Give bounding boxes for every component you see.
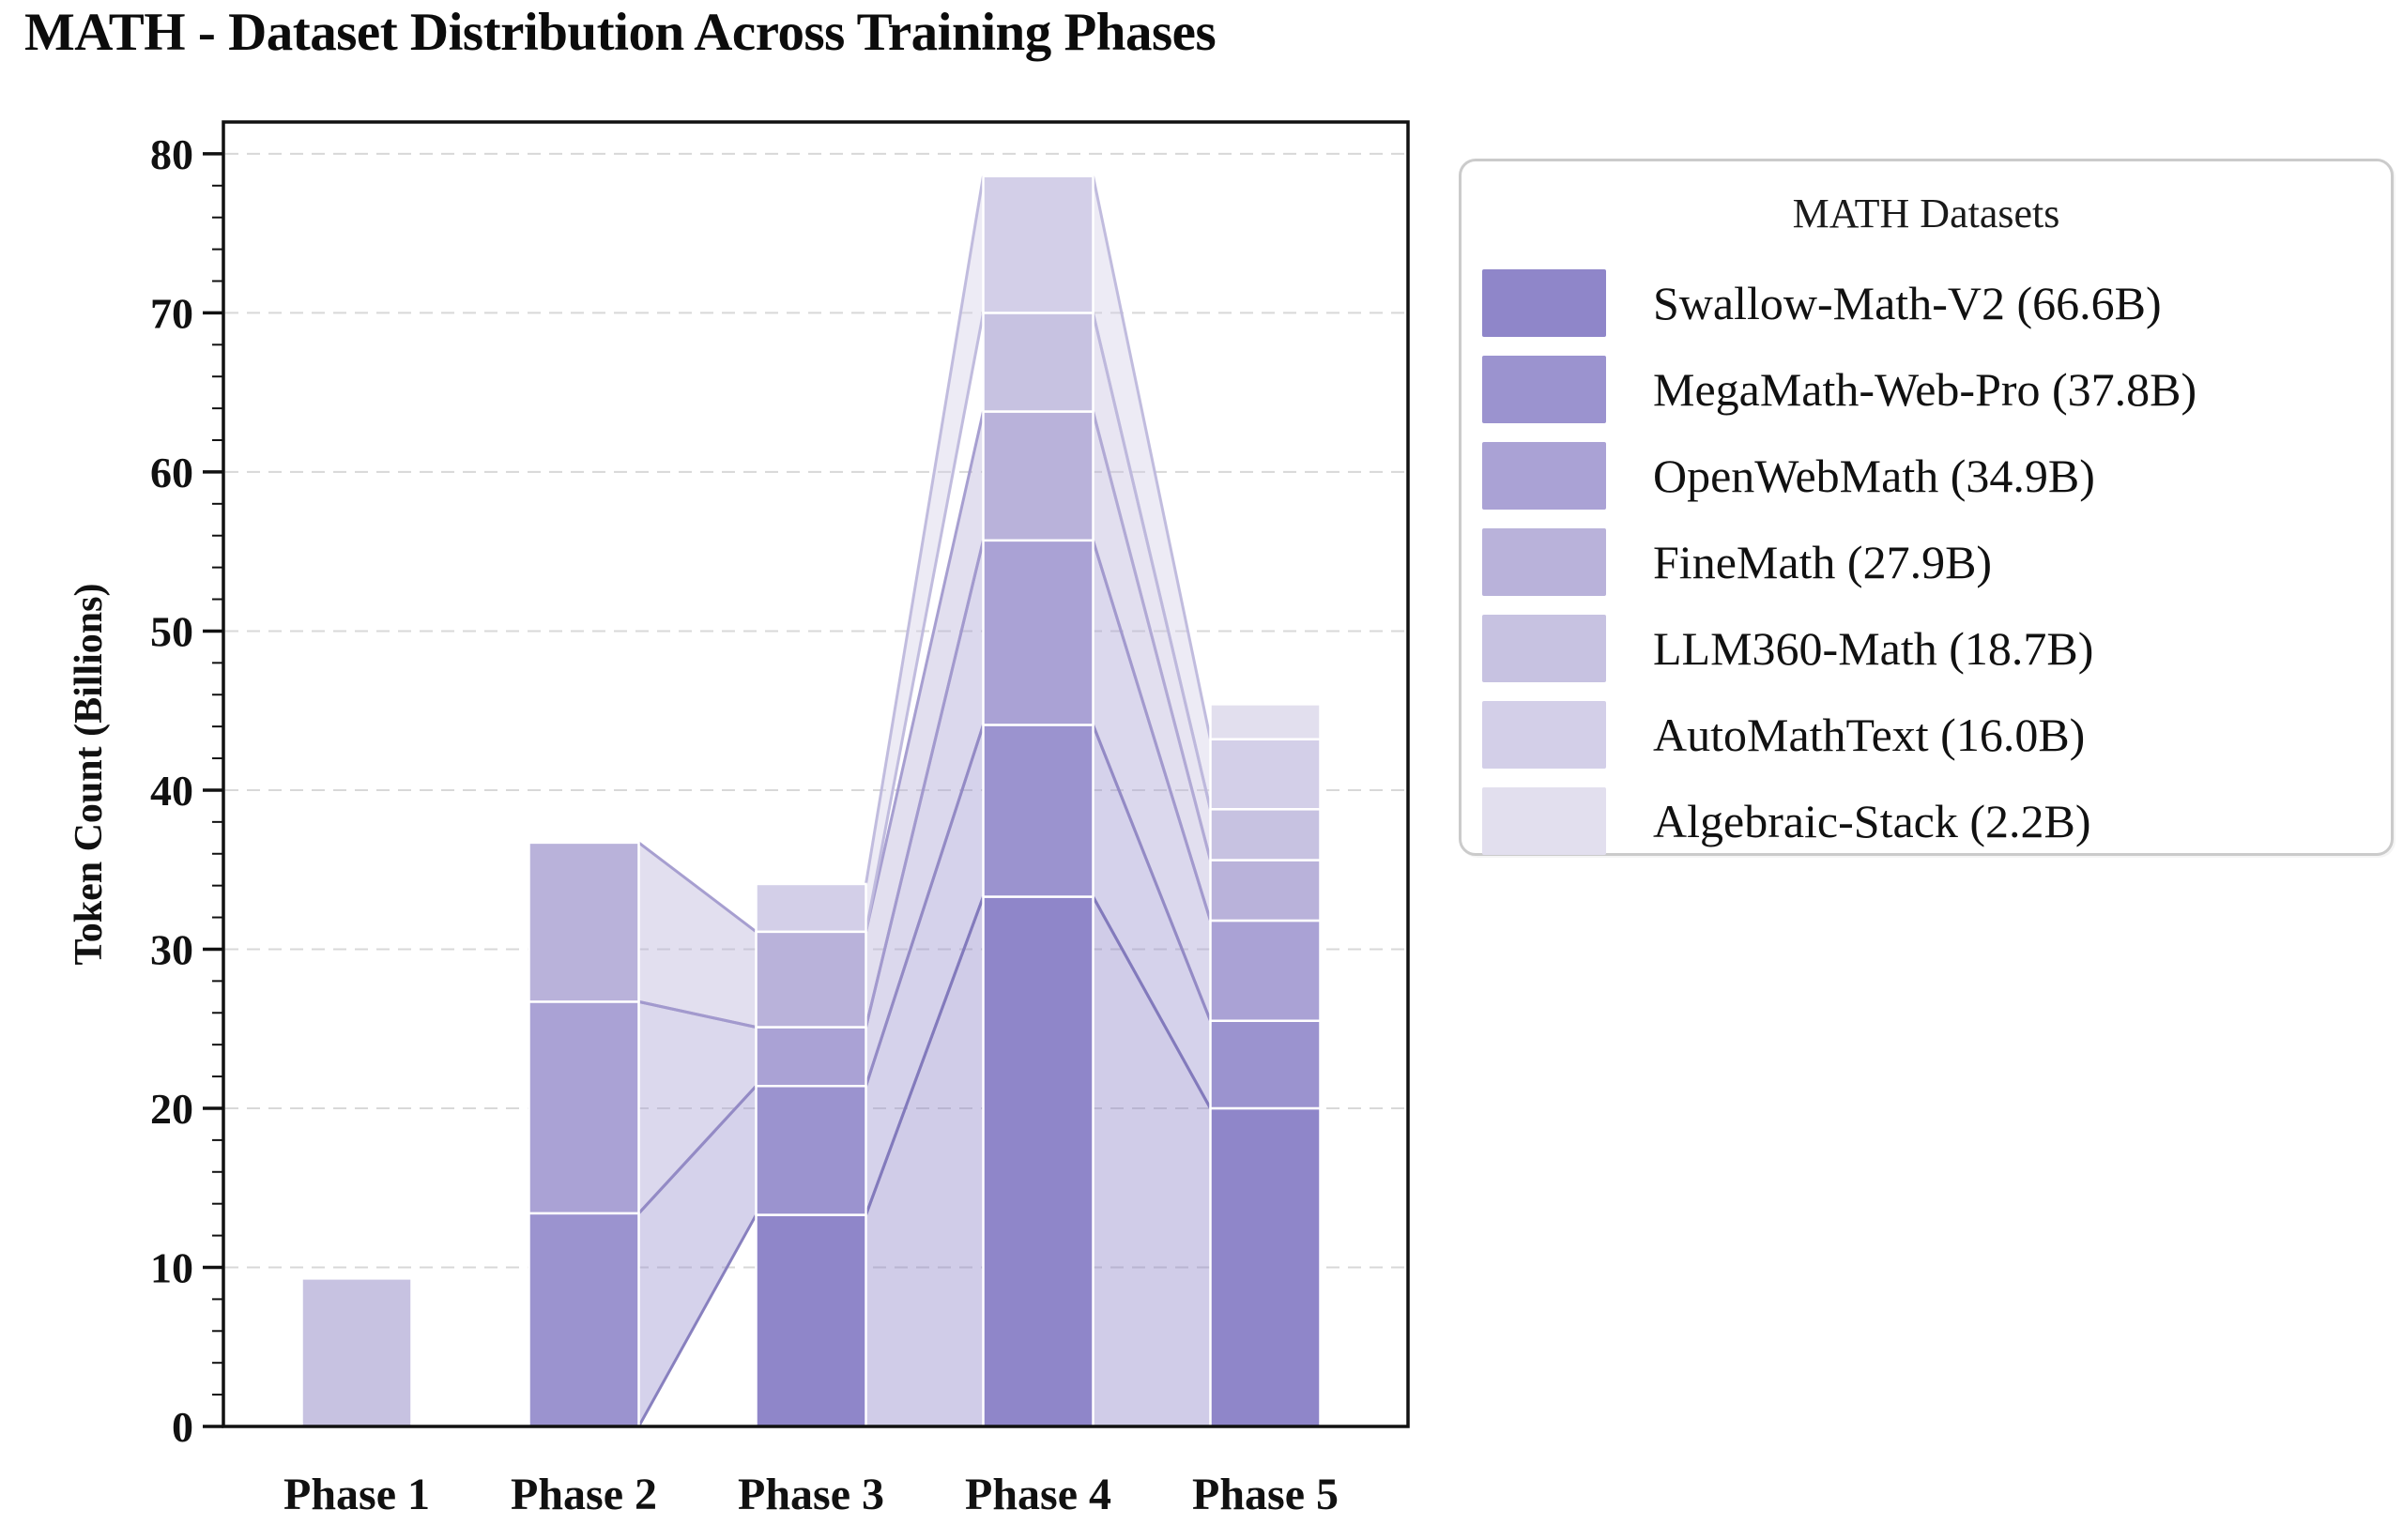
y-tick-label: 60 — [150, 449, 193, 496]
flow-ribbon-bottom-edge — [865, 724, 985, 1087]
flow-ribbon-top-edge — [637, 841, 758, 934]
flow-ribbon — [1093, 313, 1211, 861]
legend-row: Algebraic-Stack (2.2B) — [1462, 778, 2391, 864]
flow-ribbon — [1093, 175, 1211, 810]
legend-swatch-icon — [1482, 356, 1606, 423]
flow-ribbon-bottom-edge — [638, 999, 757, 1029]
bar-segment — [1209, 1106, 1322, 1428]
bar-segment — [755, 930, 867, 1029]
flow-ribbon-top-edge — [865, 411, 985, 933]
legend-row: FineMath (27.9B) — [1462, 519, 2391, 605]
legend-label: LLM360-Math (18.7B) — [1653, 622, 2094, 675]
bar-segment — [1209, 1019, 1322, 1110]
legend-label: Swallow-Math-V2 (66.6B) — [1653, 277, 2162, 329]
legend-label: OpenWebMath (34.9B) — [1653, 450, 2095, 502]
legend-row: Swallow-Math-V2 (66.6B) — [1462, 260, 2391, 346]
bar-segment — [1209, 808, 1322, 861]
bar-segment — [982, 724, 1094, 898]
x-tick-label: Phase 1 — [283, 1470, 430, 1519]
x-tick-label: Phase 5 — [1192, 1470, 1339, 1519]
flow-ribbon — [1093, 724, 1211, 1108]
flow-ribbon — [1093, 411, 1211, 921]
y-tick-label: 50 — [150, 607, 193, 655]
flow-ribbon — [865, 411, 984, 1028]
x-tick-label: Phase 3 — [738, 1470, 884, 1519]
y-tick-label: 30 — [150, 925, 193, 973]
bar-segment — [982, 312, 1094, 413]
y-axis-label: Token Count (Billions) — [68, 584, 111, 966]
bar-segment — [755, 1213, 867, 1428]
legend-swatch-icon — [1482, 269, 1606, 337]
legend-swatch-icon — [1482, 528, 1606, 596]
flow-ribbon-bottom-edge — [637, 1085, 758, 1214]
flow-ribbon-bottom-edge — [865, 313, 985, 933]
flow-ribbon-bottom-edge — [1092, 724, 1212, 1022]
legend-swatch-icon — [1482, 701, 1606, 769]
legend-swatch-icon — [1482, 787, 1606, 855]
legend-label: Algebraic-Stack (2.2B) — [1653, 795, 2091, 847]
legend-title: MATH Datasets — [1792, 191, 2060, 236]
legend-row: OpenWebMath (34.9B) — [1462, 433, 2391, 519]
y-tick-label: 20 — [150, 1085, 193, 1133]
flow-ribbon-bottom-edge — [1092, 411, 1212, 861]
flow-ribbon — [638, 1001, 757, 1213]
legend-row: MegaMath-Web-Pro (37.8B) — [1462, 346, 2391, 433]
bar-segment — [982, 539, 1094, 726]
bar-segment — [528, 1212, 640, 1428]
bar-segment — [1209, 919, 1322, 1022]
bar-segment — [755, 1084, 867, 1216]
y-tick-label: 70 — [150, 289, 193, 337]
bar-segment — [1209, 859, 1322, 922]
flow-ribbon-bottom-edge — [865, 540, 985, 1028]
bar-segment — [1209, 738, 1322, 811]
flow-ribbon — [865, 896, 984, 1426]
legend-swatch-icon — [1482, 615, 1606, 682]
bar-segment — [755, 1026, 867, 1088]
bar-segment — [300, 1277, 413, 1428]
legend-label: AutoMathText (16.0B) — [1653, 709, 2086, 761]
bar-segment — [528, 841, 640, 1003]
flow-ribbon-top-edge — [1092, 175, 1212, 740]
page-title: MATH - Dataset Distribution Across Train… — [24, 3, 1217, 62]
flow-ribbon-bottom-edge — [1092, 540, 1212, 922]
legend-label: MegaMath-Web-Pro (37.8B) — [1653, 363, 2197, 416]
flow-ribbon-bottom-edge — [1092, 895, 1212, 1109]
flow-ribbon-top-edge — [865, 175, 985, 885]
y-tick-label: 40 — [150, 767, 193, 815]
legend-rows: Swallow-Math-V2 (66.6B) MegaMath-Web-Pro … — [1462, 260, 2391, 864]
flow-ribbon — [865, 540, 984, 1087]
axis-frame — [222, 120, 1410, 1428]
legend-row: LLM360-Math (18.7B) — [1462, 605, 2391, 692]
bar-segment — [982, 410, 1094, 542]
bar-segment — [1209, 703, 1322, 740]
legend-box: MATH Datasets Swallow-Math-V2 (66.6B) Meg… — [1459, 159, 2394, 856]
flow-ribbon — [638, 1086, 757, 1426]
flow-ribbon — [865, 724, 984, 1215]
flow-ribbon — [1093, 896, 1211, 1426]
flow-ribbon-bottom-edge — [865, 896, 985, 1216]
legend-row: AutoMathText (16.0B) — [1462, 692, 2391, 778]
bar-segment — [982, 175, 1094, 314]
flow-ribbon-bottom-edge — [1092, 313, 1212, 810]
y-tick-label: 0 — [172, 1403, 193, 1451]
bar-segment — [528, 1000, 640, 1215]
flow-ribbon-bottom-edge — [637, 1213, 758, 1427]
flow-ribbon — [865, 175, 984, 932]
legend-label: FineMath (27.9B) — [1653, 536, 1993, 588]
y-tick-label: 80 — [150, 130, 193, 178]
legend-swatch-icon — [1482, 442, 1606, 510]
flow-ribbon — [1093, 540, 1211, 1021]
bar-segment — [982, 895, 1094, 1428]
x-tick-label: Phase 2 — [511, 1470, 657, 1519]
x-tick-label: Phase 4 — [965, 1470, 1111, 1519]
flow-ribbon — [638, 842, 757, 1028]
y-tick-label: 10 — [150, 1243, 193, 1291]
bar-segment — [755, 882, 867, 934]
